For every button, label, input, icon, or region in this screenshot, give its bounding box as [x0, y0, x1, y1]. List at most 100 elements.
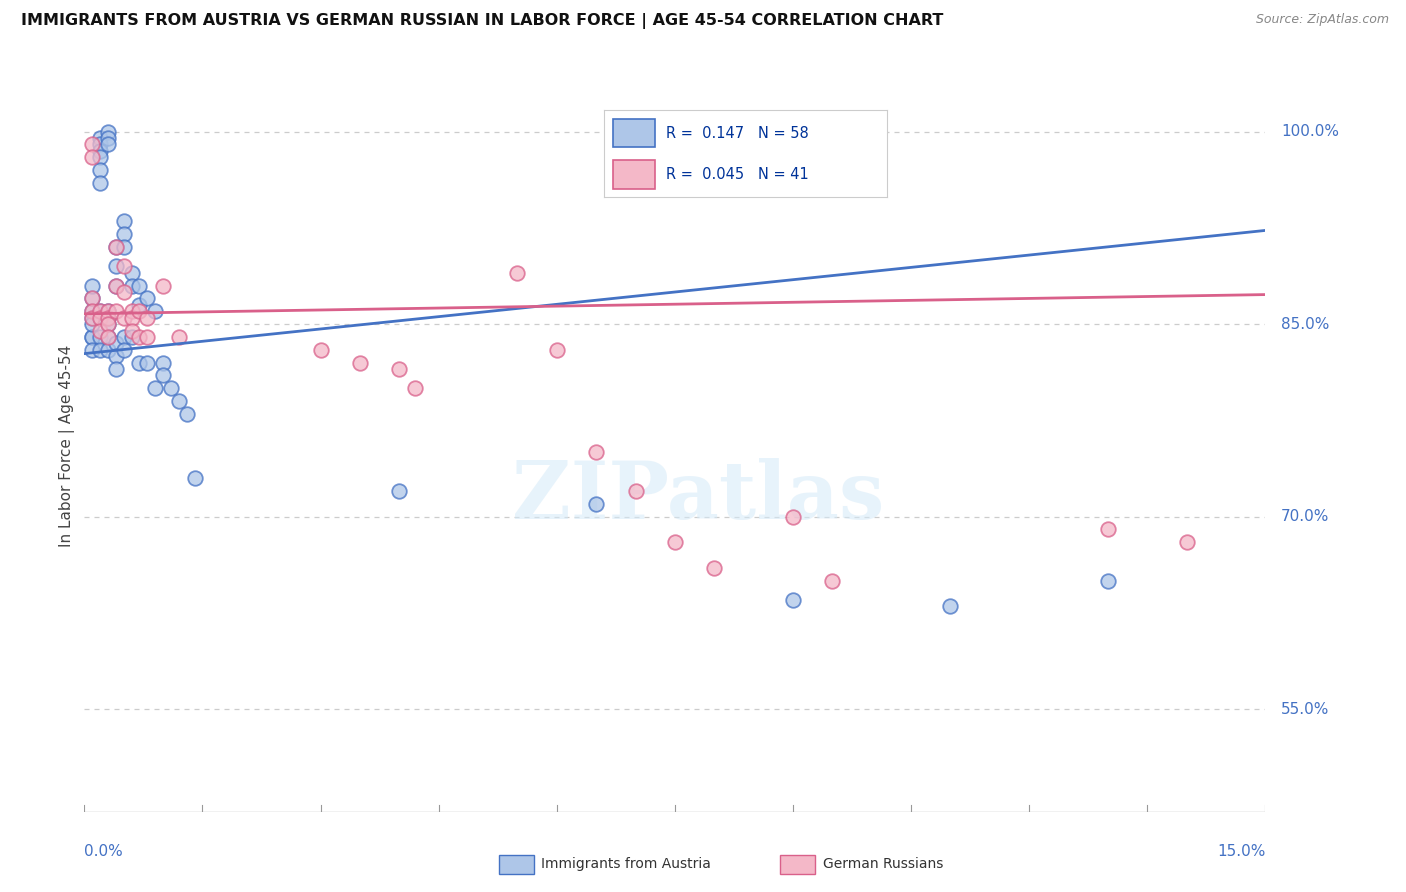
Point: [349, 355, 371, 369]
Point: [404, 381, 426, 395]
Text: 55.0%: 55.0%: [1281, 702, 1330, 716]
Point: [112, 310, 135, 325]
Point: [121, 304, 143, 318]
Point: [664, 535, 686, 549]
Point: [782, 509, 804, 524]
Point: [1097, 523, 1119, 537]
Text: IMMIGRANTS FROM AUSTRIA VS GERMAN RUSSIAN IN LABOR FORCE | AGE 45-54 CORRELATION: IMMIGRANTS FROM AUSTRIA VS GERMAN RUSSIA…: [21, 13, 943, 29]
Point: [167, 330, 190, 344]
Point: [112, 260, 135, 274]
Point: [112, 240, 135, 254]
Point: [82, 292, 104, 306]
Point: [136, 310, 159, 325]
Point: [388, 483, 411, 498]
Point: [112, 227, 135, 242]
Point: [82, 304, 104, 318]
Point: [97, 304, 120, 318]
Point: [546, 343, 568, 357]
Point: [89, 304, 111, 318]
Point: [82, 330, 104, 344]
Point: [82, 150, 104, 164]
Point: [128, 355, 150, 369]
Point: [939, 599, 962, 614]
Point: [1175, 535, 1198, 549]
Text: Immigrants from Austria: Immigrants from Austria: [541, 857, 711, 871]
Point: [703, 561, 725, 575]
Point: [89, 176, 111, 190]
Point: [121, 324, 143, 338]
Point: [82, 343, 104, 357]
Point: [97, 330, 120, 344]
Point: [89, 137, 111, 152]
Point: [183, 471, 205, 485]
Point: [89, 150, 111, 164]
Point: [82, 278, 104, 293]
Text: In Labor Force | Age 45-54: In Labor Force | Age 45-54: [59, 345, 75, 547]
Point: [89, 304, 111, 318]
Text: ZIPatlas: ZIPatlas: [512, 458, 884, 536]
Point: [89, 343, 111, 357]
Point: [624, 483, 647, 498]
Point: [97, 125, 120, 139]
Point: [136, 330, 159, 344]
Point: [112, 343, 135, 357]
Point: [143, 381, 166, 395]
Point: [97, 310, 120, 325]
Point: [136, 355, 159, 369]
Point: [1097, 574, 1119, 588]
Point: [782, 593, 804, 607]
Point: [136, 292, 159, 306]
Text: 70.0%: 70.0%: [1281, 509, 1330, 524]
Point: [585, 445, 607, 459]
Text: 100.0%: 100.0%: [1281, 124, 1339, 139]
Point: [89, 310, 111, 325]
Point: [121, 266, 143, 280]
Point: [152, 368, 174, 383]
Point: [104, 362, 127, 376]
Point: [128, 298, 150, 312]
Point: [112, 285, 135, 299]
Point: [97, 343, 120, 357]
Point: [585, 497, 607, 511]
Point: [128, 304, 150, 318]
Point: [821, 574, 844, 588]
Point: [82, 317, 104, 331]
Point: [104, 336, 127, 351]
Text: 0.0%: 0.0%: [84, 844, 124, 859]
Point: [121, 310, 143, 325]
Point: [112, 330, 135, 344]
Point: [160, 381, 183, 395]
Text: Source: ZipAtlas.com: Source: ZipAtlas.com: [1256, 13, 1389, 27]
Point: [176, 407, 198, 421]
Point: [143, 304, 166, 318]
Point: [104, 240, 127, 254]
Text: German Russians: German Russians: [823, 857, 943, 871]
Point: [309, 343, 332, 357]
Text: 85.0%: 85.0%: [1281, 317, 1330, 332]
Point: [121, 278, 143, 293]
Point: [89, 163, 111, 178]
Point: [89, 131, 111, 145]
Point: [82, 330, 104, 344]
Point: [89, 324, 111, 338]
Point: [112, 214, 135, 228]
Point: [104, 278, 127, 293]
Point: [97, 317, 120, 331]
Point: [128, 330, 150, 344]
Point: [82, 310, 104, 325]
Point: [82, 304, 104, 318]
Point: [89, 310, 111, 325]
Point: [97, 131, 120, 145]
Point: [97, 137, 120, 152]
Point: [97, 304, 120, 318]
Point: [104, 304, 127, 318]
Point: [82, 310, 104, 325]
Point: [97, 310, 120, 325]
Point: [89, 330, 111, 344]
Point: [104, 240, 127, 254]
Point: [82, 137, 104, 152]
Text: 15.0%: 15.0%: [1218, 844, 1265, 859]
Point: [506, 266, 529, 280]
Point: [89, 144, 111, 158]
Point: [167, 394, 190, 409]
